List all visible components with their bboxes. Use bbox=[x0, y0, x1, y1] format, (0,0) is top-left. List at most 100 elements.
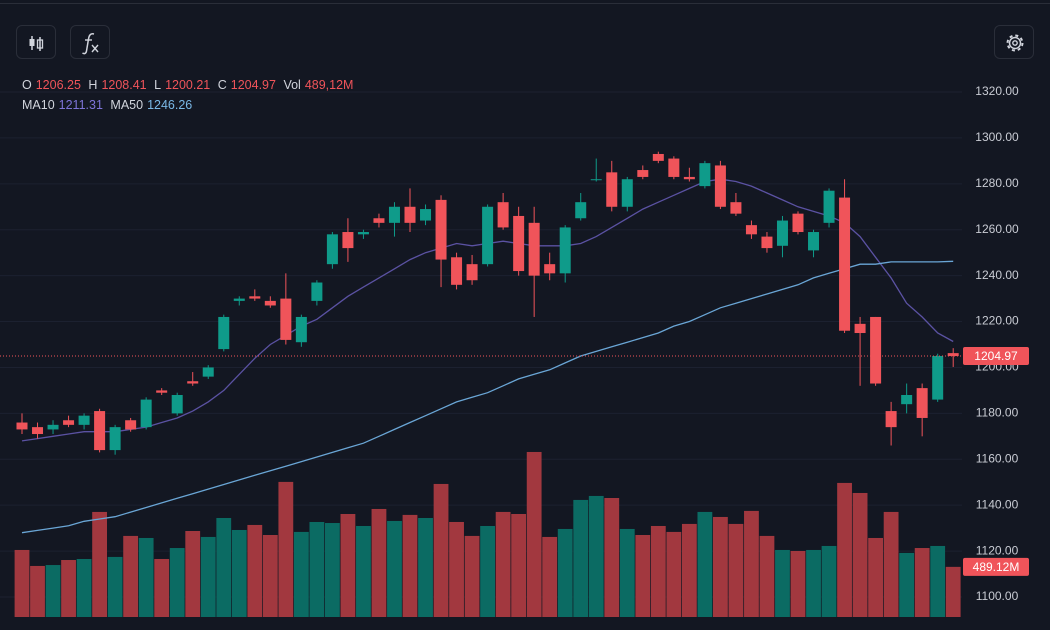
volume-bar bbox=[899, 552, 915, 617]
candle-body bbox=[745, 225, 757, 235]
volume-bar bbox=[542, 536, 558, 617]
candle-body bbox=[575, 202, 587, 219]
candle-body bbox=[295, 316, 307, 343]
volume-bar bbox=[495, 511, 511, 617]
volume-bar bbox=[945, 566, 961, 617]
candle-body bbox=[466, 264, 478, 281]
legend-value: 1208.41 bbox=[101, 78, 147, 92]
volume-bar bbox=[619, 528, 635, 617]
volume-bar bbox=[681, 523, 697, 617]
y-tick-label: 1220.00 bbox=[975, 314, 1019, 328]
volume-bar bbox=[216, 517, 232, 617]
y-tick-label: 1120.00 bbox=[976, 543, 1019, 557]
volume-bar bbox=[387, 520, 402, 617]
candle-body bbox=[342, 232, 354, 249]
volume-bar bbox=[526, 451, 542, 617]
legend-label: C bbox=[217, 78, 227, 92]
candle-body bbox=[513, 215, 525, 272]
volume-bar bbox=[45, 565, 61, 617]
volume-bar bbox=[293, 531, 309, 617]
volume-bar bbox=[247, 524, 263, 617]
volume-bar bbox=[309, 521, 325, 617]
candle-body bbox=[947, 353, 959, 357]
candle-body bbox=[761, 236, 773, 249]
volume-bar bbox=[464, 535, 480, 617]
volume-bar bbox=[713, 516, 728, 617]
candle-type-button[interactable] bbox=[16, 25, 56, 59]
volume-bar bbox=[604, 497, 620, 617]
volume-bar bbox=[806, 549, 821, 617]
candle-body bbox=[63, 420, 75, 425]
candle-body bbox=[776, 220, 788, 246]
volume-bar bbox=[418, 517, 433, 617]
candle-body bbox=[823, 190, 835, 223]
candle-body bbox=[451, 257, 463, 285]
candle-body bbox=[916, 388, 928, 418]
volume-bar bbox=[573, 499, 589, 617]
candle-body bbox=[326, 234, 338, 265]
volume-bar bbox=[402, 514, 418, 617]
candle-body bbox=[125, 420, 137, 430]
candle-body bbox=[683, 176, 695, 180]
y-tick-label: 1140.00 bbox=[976, 497, 1019, 511]
indicators-button[interactable] bbox=[70, 25, 110, 59]
volume-bar bbox=[356, 525, 371, 617]
y-tick-label: 1160.00 bbox=[976, 451, 1019, 465]
grid bbox=[0, 91, 962, 598]
volume-bar bbox=[433, 483, 449, 617]
volume-bar bbox=[650, 525, 666, 617]
volume-bar bbox=[883, 511, 899, 617]
legend-label: H bbox=[88, 78, 98, 92]
volume-pane bbox=[14, 451, 961, 617]
volume-bar bbox=[30, 565, 45, 617]
candle-body bbox=[839, 197, 851, 331]
volume-bar bbox=[837, 482, 852, 617]
volume-bar bbox=[262, 535, 278, 617]
volume-bar bbox=[185, 531, 201, 617]
candle-body bbox=[497, 202, 509, 228]
volume-bar bbox=[759, 535, 775, 617]
volume-bar bbox=[744, 510, 759, 617]
candle-body bbox=[714, 165, 726, 207]
volume-bar bbox=[868, 537, 883, 617]
y-tick-label: 1240.00 bbox=[975, 268, 1019, 282]
candle-body bbox=[32, 427, 44, 435]
moving-average-line bbox=[21, 260, 954, 534]
y-tick-label: 1100.00 bbox=[976, 589, 1019, 603]
candle-body bbox=[187, 381, 199, 384]
settings-button[interactable] bbox=[994, 25, 1034, 59]
y-tick-label: 1300.00 bbox=[975, 130, 1019, 144]
volume-bar bbox=[231, 529, 247, 617]
candle-body bbox=[885, 411, 897, 428]
candle-body bbox=[233, 298, 245, 301]
candle-icon bbox=[29, 36, 44, 51]
legend-value: 1246.26 bbox=[147, 98, 193, 112]
candle-body bbox=[559, 227, 571, 274]
candle-body bbox=[932, 355, 944, 400]
gear-icon bbox=[1006, 34, 1024, 52]
candle-body bbox=[404, 206, 416, 223]
legend-value: 1206.25 bbox=[35, 78, 81, 92]
volume-bar bbox=[169, 548, 185, 617]
volume-bar bbox=[123, 535, 139, 617]
candle-body bbox=[94, 411, 106, 451]
last-price-label: 1204.97 bbox=[974, 349, 1018, 363]
candle-body bbox=[249, 296, 261, 299]
candle-body bbox=[264, 300, 276, 306]
candle-body bbox=[357, 232, 369, 235]
candle-body bbox=[544, 264, 556, 274]
legend-label: L bbox=[154, 78, 162, 92]
candle-body bbox=[435, 199, 447, 260]
volume-bar bbox=[449, 521, 464, 617]
candle-body bbox=[668, 158, 680, 177]
candle-body bbox=[590, 179, 602, 181]
legend-label: Vol bbox=[283, 78, 301, 92]
candle-body bbox=[202, 367, 214, 377]
legend-value: 1200.21 bbox=[165, 78, 211, 92]
candle-body bbox=[699, 163, 711, 187]
candle-body bbox=[156, 390, 168, 393]
legend-value: 1211.31 bbox=[58, 98, 103, 112]
volume-bar bbox=[775, 549, 790, 617]
y-tick-label: 1180.00 bbox=[976, 406, 1019, 420]
